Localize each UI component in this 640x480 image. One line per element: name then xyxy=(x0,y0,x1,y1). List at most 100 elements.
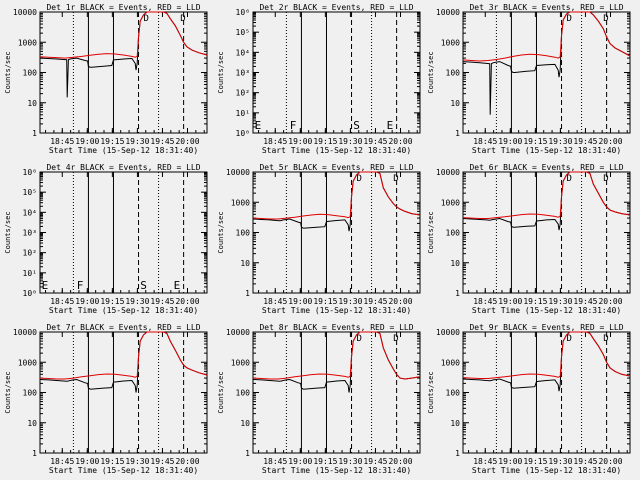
x-tick-label: 18:45 xyxy=(473,457,497,466)
marker-letter: D xyxy=(357,334,362,344)
events-series-line xyxy=(462,11,631,115)
marker-letter: D xyxy=(603,334,608,344)
x-axis-label: Start Time (15-Sep-12 18:31:40) xyxy=(49,466,198,475)
x-tick-label: 19:00 xyxy=(288,137,312,146)
lld-series-line xyxy=(39,11,208,59)
x-tick-label: 19:15 xyxy=(313,297,337,306)
y-tick-label: 10 xyxy=(240,419,250,428)
y-tick-label: 10¹ xyxy=(23,269,37,278)
x-tick-label: 19:45 xyxy=(150,137,174,146)
y-tick-label: 1 xyxy=(32,129,37,138)
x-tick-label: 19:00 xyxy=(288,457,312,466)
x-axis-label: Start Time (15-Sep-12 18:31:40) xyxy=(262,466,411,475)
y-tick-label: 10000 xyxy=(226,168,250,177)
x-tick-label: 19:15 xyxy=(523,137,547,146)
y-axis-label: Counts/sec xyxy=(217,51,225,93)
y-tick-label: 100 xyxy=(446,229,461,238)
marker-letter: D xyxy=(567,174,572,184)
y-tick-label: 10³ xyxy=(23,229,37,238)
panel-title: Det 3r BLACK = Events, RED = LLD xyxy=(469,3,623,12)
marker-letter: D xyxy=(393,174,398,184)
x-tick-label: 20:00 xyxy=(598,457,622,466)
x-tick-label: 19:15 xyxy=(313,137,337,146)
detector-panel: Det 2r BLACK = Events, RED = LLD 10⁰ 10¹ 10… xyxy=(217,3,421,155)
y-tick-label: 1 xyxy=(245,289,250,298)
y-tick-label: 10⁶ xyxy=(236,8,250,17)
y-tick-label: 1000 xyxy=(441,38,460,47)
plot-frame xyxy=(252,331,421,454)
y-tick-label: 10000 xyxy=(13,8,37,17)
marker-letter: D xyxy=(180,14,185,24)
y-tick-label: 1 xyxy=(455,129,460,138)
y-tick-label: 10 xyxy=(27,99,37,108)
detector-panel: Det 7r BLACK = Events, RED = LLD 1 10 100 10… xyxy=(4,323,208,475)
detector-panel: Det 8r BLACK = Events, RED = LLD 1 10 100 10… xyxy=(217,323,421,475)
x-tick-label: 19:45 xyxy=(363,297,387,306)
marker-letter: D xyxy=(567,14,572,24)
y-tick-label: 10 xyxy=(450,419,460,428)
x-tick-label: 19:15 xyxy=(100,297,124,306)
y-tick-label: 1000 xyxy=(18,38,37,47)
y-tick-label: 10000 xyxy=(226,328,250,337)
x-tick-label: 19:00 xyxy=(498,137,522,146)
x-tick-label: 19:00 xyxy=(75,457,99,466)
detector-panel: Det 9r BLACK = Events, RED = LLD 1 10 100 10… xyxy=(427,323,631,475)
lld-series-line xyxy=(462,331,631,379)
y-tick-label: 10⁰ xyxy=(23,289,37,298)
y-tick-label: 10⁴ xyxy=(23,208,37,217)
x-tick-label: 19:45 xyxy=(573,297,597,306)
y-tick-label: 100 xyxy=(23,69,38,78)
x-tick-label: 20:00 xyxy=(175,457,199,466)
detector-panel: Det 1r BLACK = Events, RED = LLD 1 10 100 10… xyxy=(4,3,208,155)
y-tick-label: 10² xyxy=(236,89,250,98)
y-tick-label: 10 xyxy=(240,259,250,268)
x-tick-label: 19:00 xyxy=(498,297,522,306)
y-tick-label: 10000 xyxy=(436,168,460,177)
plot-frame xyxy=(462,171,631,294)
x-tick-label: 19:30 xyxy=(338,457,362,466)
marker-letter: E xyxy=(174,279,181,292)
x-tick-label: 19:30 xyxy=(125,457,149,466)
plot-frame xyxy=(462,331,631,454)
y-tick-label: 10000 xyxy=(13,328,37,337)
x-axis-label: Start Time (15-Sep-12 18:31:40) xyxy=(472,146,621,155)
panel-title: Det 6r BLACK = Events, RED = LLD xyxy=(469,163,623,172)
x-tick-label: 20:00 xyxy=(388,297,412,306)
x-tick-label: 19:45 xyxy=(363,457,387,466)
y-tick-label: 10⁵ xyxy=(23,188,37,197)
y-tick-label: 1 xyxy=(245,449,250,458)
panel-title: Det 9r BLACK = Events, RED = LLD xyxy=(469,323,623,332)
y-tick-label: 1 xyxy=(455,449,460,458)
x-tick-label: 18:45 xyxy=(263,297,287,306)
x-tick-label: 19:15 xyxy=(100,137,124,146)
panel-title: Det 8r BLACK = Events, RED = LLD xyxy=(259,323,413,332)
y-tick-label: 100 xyxy=(236,389,251,398)
x-tick-label: 19:00 xyxy=(498,457,522,466)
y-tick-label: 1 xyxy=(32,449,37,458)
y-tick-label: 1 xyxy=(455,289,460,298)
y-tick-label: 10⁴ xyxy=(236,48,250,57)
x-tick-label: 18:45 xyxy=(263,457,287,466)
y-tick-label: 1000 xyxy=(441,198,460,207)
detector-panel: Det 4r BLACK = Events, RED = LLD 10⁰ 10¹ 10… xyxy=(4,163,208,315)
lld-series-line xyxy=(462,11,631,62)
y-tick-label: 1000 xyxy=(18,358,37,367)
y-tick-label: 100 xyxy=(23,389,38,398)
y-axis-label: Counts/sec xyxy=(4,51,12,93)
x-tick-label: 20:00 xyxy=(598,137,622,146)
x-tick-label: 18:45 xyxy=(50,457,74,466)
marker-letter: E xyxy=(42,279,49,292)
detector-panel: Det 6r BLACK = Events, RED = LLD 1 10 100 10… xyxy=(427,163,631,315)
y-tick-label: 100 xyxy=(446,389,461,398)
x-axis-label: Start Time (15-Sep-12 18:31:40) xyxy=(472,466,621,475)
x-tick-label: 20:00 xyxy=(388,457,412,466)
y-axis-label: Counts/sec xyxy=(217,371,225,413)
y-tick-label: 10 xyxy=(450,259,460,268)
marker-letter: E xyxy=(255,119,262,132)
plot-frame xyxy=(39,11,208,134)
y-tick-label: 10² xyxy=(23,249,37,258)
x-tick-label: 19:30 xyxy=(338,297,362,306)
marker-letter: F xyxy=(290,119,297,132)
x-tick-label: 20:00 xyxy=(388,137,412,146)
marker-letter: D xyxy=(603,14,608,24)
